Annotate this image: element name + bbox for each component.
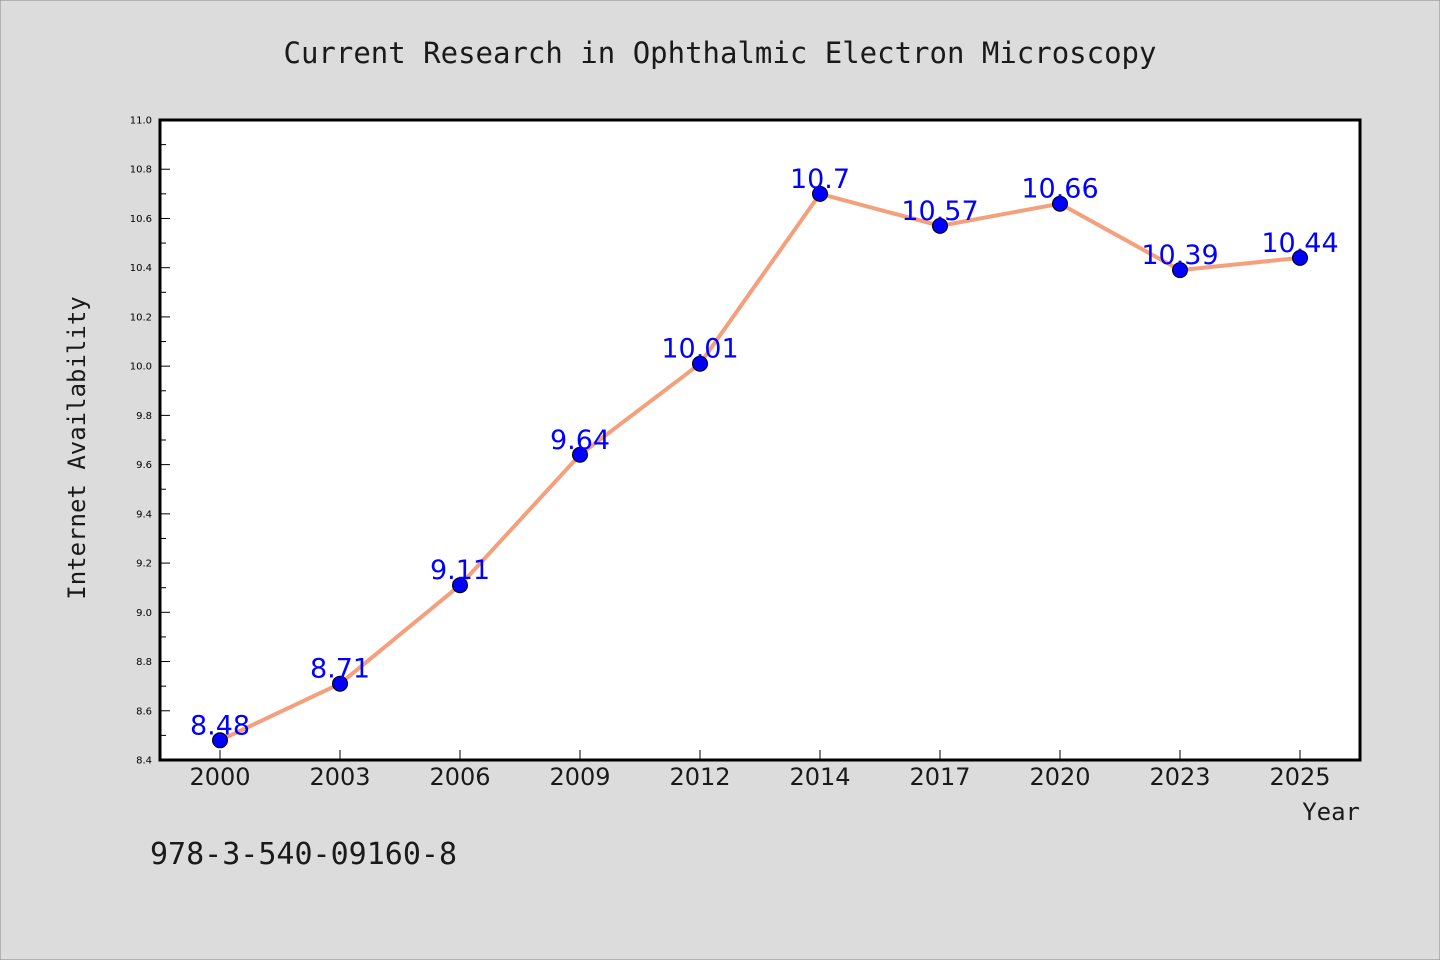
x-tick-label: 2014 [789, 763, 850, 791]
y-tick-label: 10.2 [130, 312, 152, 323]
chart-title: Current Research in Ophthalmic Electron … [284, 36, 1157, 70]
y-tick-label: 9.2 [136, 559, 152, 570]
data-point [572, 446, 588, 463]
y-axis: 8.4 8.6 8.8 9.0 9.2 9.4 9.6 9.8 10.0 10.2 10.4 10.6… [130, 116, 170, 767]
data-label: 9.11 [430, 555, 490, 586]
x-tick-label: 2025 [1269, 763, 1330, 791]
x-axis-label: Year [1302, 798, 1360, 826]
plot-area [160, 120, 1360, 760]
y-tick-label: 10.4 [130, 263, 152, 274]
y-tick-label: 9.4 [136, 509, 152, 520]
data-label: 10.57 [901, 196, 978, 227]
y-tick-label: 10.0 [130, 362, 152, 373]
data-label: 10.44 [1261, 228, 1338, 259]
y-tick-label: 8.4 [136, 756, 152, 767]
data-point [692, 355, 708, 372]
data-label: 8.48 [190, 710, 250, 741]
x-tick-label: 2020 [1029, 763, 1090, 791]
y-tick-label: 9.0 [136, 608, 152, 619]
data-label: 10.01 [661, 334, 738, 365]
data-label: 10.66 [1021, 174, 1098, 205]
x-tick-label: 2003 [309, 763, 370, 791]
y-tick-label: 11.0 [130, 116, 152, 127]
y-tick-label: 9.6 [136, 460, 152, 471]
y-tick-label: 8.6 [136, 706, 152, 717]
data-label: 8.71 [310, 654, 370, 685]
y-tick-label: 9.8 [136, 411, 152, 422]
data-point [1052, 195, 1068, 212]
data-point [212, 732, 228, 749]
data-label: 10.7 [790, 164, 850, 195]
data-point [452, 577, 468, 594]
series-line [218, 191, 1302, 743]
x-tick-label: 2000 [189, 763, 250, 791]
x-axis: 2000 2003 2006 2009 2012 2014 2017 2020 2023 2025 [189, 750, 1331, 791]
data-point [812, 185, 828, 202]
data-point [932, 217, 948, 234]
plot-frame [158, 118, 1362, 762]
series-layer: 8.48 8.71 9.11 9.64 10.01 10.7 10.57 10.66 10.39… [190, 164, 1339, 749]
y-axis-label: Internet Availability [63, 296, 91, 599]
data-point [1172, 262, 1188, 279]
footer-code: 978-3-540-09160-8 [150, 837, 457, 872]
x-tick-label: 2009 [549, 763, 610, 791]
x-tick-label: 2012 [669, 763, 730, 791]
x-tick-label: 2017 [909, 763, 970, 791]
y-tick-label: 8.8 [136, 657, 152, 668]
x-tick-label: 2006 [429, 763, 490, 791]
y-tick-label: 10.6 [130, 214, 152, 225]
data-label: 9.64 [550, 425, 610, 456]
data-point [332, 675, 348, 692]
y-tick-label: 10.8 [130, 165, 152, 176]
x-tick-label: 2023 [1149, 763, 1210, 791]
data-point [1292, 249, 1308, 266]
data-label: 10.39 [1141, 240, 1218, 271]
